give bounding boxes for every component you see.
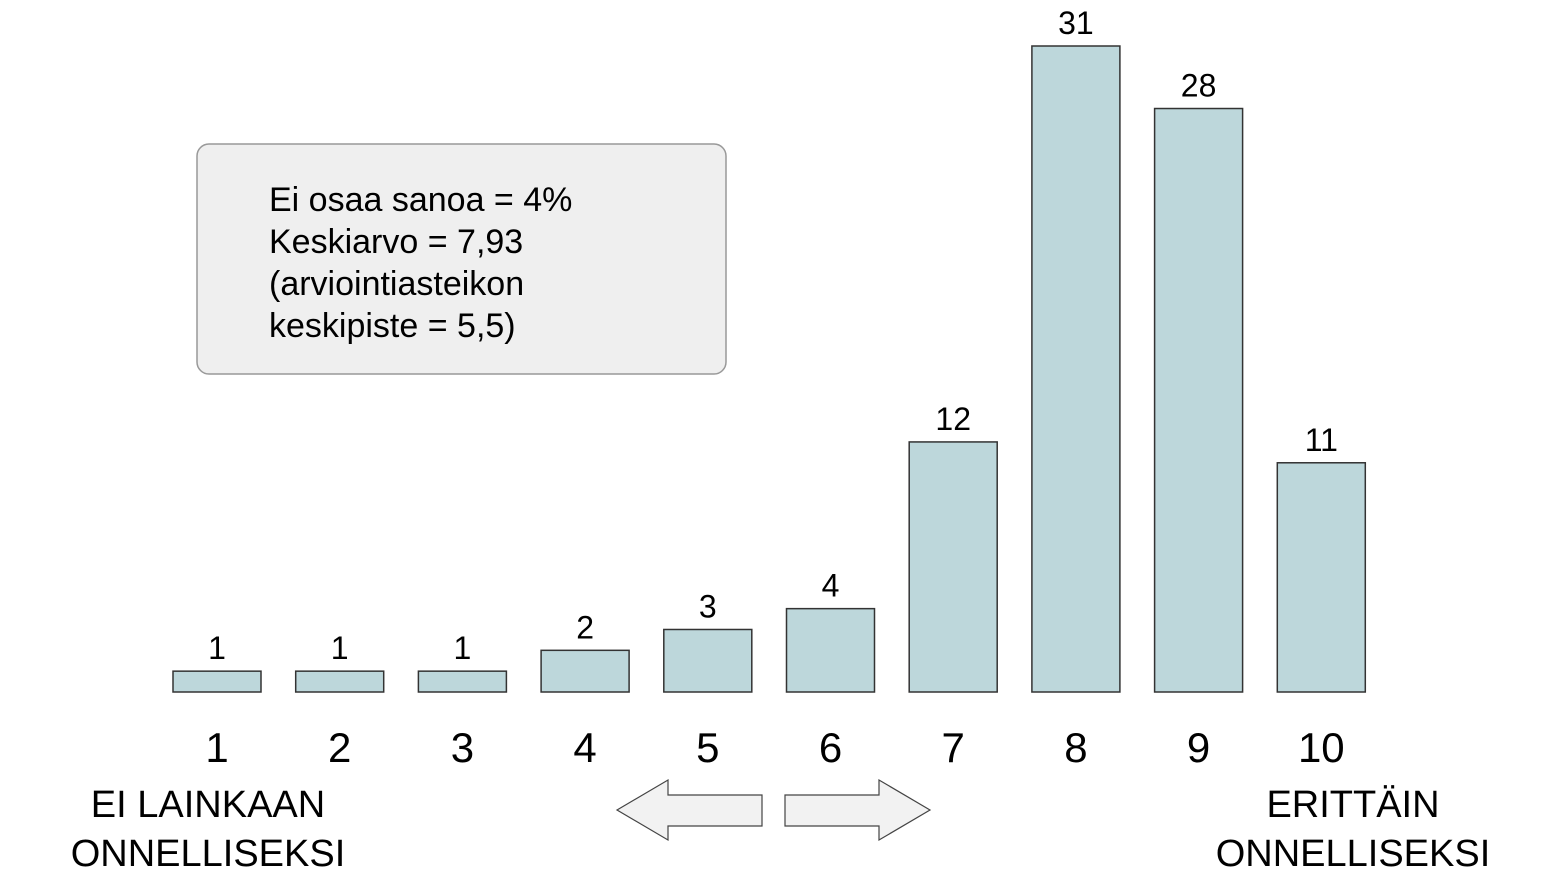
value-label: 28 <box>1181 68 1217 104</box>
x-tick-label: 10 <box>1298 724 1345 771</box>
annotation-line: (arviointiasteikon <box>269 265 524 303</box>
left-arrow <box>615 778 763 842</box>
value-label: 4 <box>822 568 840 604</box>
x-tick-label: 1 <box>205 724 228 771</box>
annotation-line: Keskiarvo = 7,93 <box>269 223 523 261</box>
bar <box>540 649 630 693</box>
x-tick-label: 4 <box>573 724 596 771</box>
value-label: 31 <box>1058 5 1094 41</box>
bar <box>908 441 998 693</box>
left-label: ONNELLISEKSI <box>71 833 346 872</box>
annotation-box <box>196 143 727 375</box>
bar <box>294 670 385 693</box>
x-tick-label: 2 <box>328 724 351 771</box>
x-tick-label: 7 <box>942 724 965 771</box>
x-tick-label: 6 <box>819 724 842 771</box>
right-arrow <box>784 778 932 842</box>
x-tick-label: 3 <box>451 724 474 771</box>
value-label: 2 <box>576 609 594 645</box>
bar <box>663 628 753 693</box>
value-label: 12 <box>935 401 971 437</box>
right-label: ONNELLISEKSI <box>1216 833 1491 872</box>
left-label: EI LAINKAAN <box>91 784 325 826</box>
value-label: 1 <box>331 630 349 666</box>
value-label: 11 <box>1305 422 1338 458</box>
right-label: ERITTÄIN <box>1266 784 1439 826</box>
bar <box>1276 462 1367 693</box>
bar <box>172 670 262 693</box>
x-tick-label: 8 <box>1064 724 1087 771</box>
annotation-line: Ei osaa sanoa = 4% <box>269 181 572 219</box>
value-label: 3 <box>699 588 717 624</box>
bar <box>785 607 876 693</box>
x-tick-label: 5 <box>696 724 719 771</box>
bar <box>1031 45 1121 693</box>
bar <box>417 670 508 693</box>
value-label: 1 <box>454 630 472 666</box>
annotation-line: keskipiste = 5,5) <box>269 307 516 345</box>
x-tick-label: 9 <box>1187 724 1210 771</box>
value-label: 1 <box>208 630 226 666</box>
bar <box>1153 107 1244 693</box>
